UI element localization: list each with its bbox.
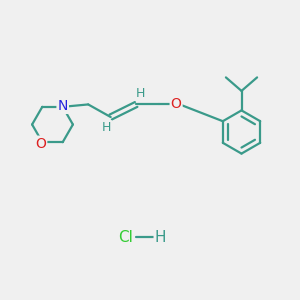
Text: Cl: Cl	[118, 230, 134, 244]
Text: H: H	[136, 87, 146, 101]
Text: O: O	[35, 137, 46, 151]
Text: H: H	[155, 230, 166, 244]
Text: H: H	[101, 121, 111, 134]
Text: N: N	[58, 99, 68, 113]
Text: O: O	[171, 98, 182, 111]
